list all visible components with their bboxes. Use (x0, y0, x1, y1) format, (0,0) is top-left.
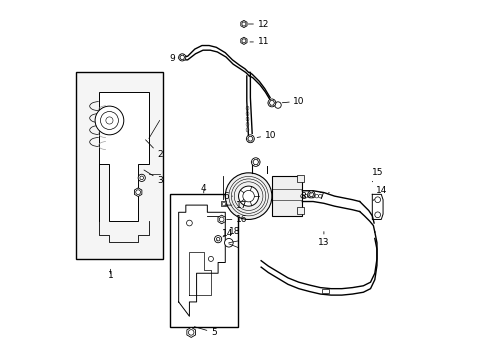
Circle shape (179, 54, 186, 61)
Circle shape (224, 238, 233, 247)
Circle shape (243, 190, 254, 202)
Circle shape (275, 102, 281, 108)
Text: 4: 4 (201, 184, 207, 193)
Circle shape (95, 106, 124, 135)
Polygon shape (241, 21, 247, 28)
Circle shape (270, 100, 274, 105)
Circle shape (242, 22, 246, 26)
Circle shape (309, 192, 314, 197)
Circle shape (215, 235, 221, 243)
Circle shape (220, 217, 224, 222)
Bar (221, 202, 225, 205)
Circle shape (246, 135, 254, 143)
Text: 16: 16 (227, 215, 247, 224)
Text: 10: 10 (257, 131, 276, 140)
Text: 6: 6 (223, 192, 232, 201)
Circle shape (106, 117, 113, 124)
Bar (170, 194, 238, 327)
Circle shape (100, 112, 119, 130)
Polygon shape (187, 327, 196, 337)
Circle shape (187, 220, 192, 226)
Polygon shape (218, 215, 225, 224)
Text: 18: 18 (223, 228, 241, 237)
Circle shape (180, 55, 184, 59)
Text: 14: 14 (373, 186, 387, 201)
Circle shape (138, 174, 146, 181)
Text: 7: 7 (318, 192, 329, 201)
Polygon shape (241, 37, 247, 44)
Bar (297, 175, 304, 182)
Polygon shape (134, 188, 142, 197)
Circle shape (375, 212, 381, 218)
Circle shape (375, 197, 381, 203)
Circle shape (208, 256, 214, 261)
Circle shape (225, 173, 272, 220)
Circle shape (189, 330, 194, 335)
Bar (322, 289, 329, 293)
Circle shape (216, 237, 220, 241)
Circle shape (248, 136, 253, 141)
Polygon shape (98, 92, 149, 221)
Bar (297, 207, 304, 214)
Circle shape (253, 159, 258, 165)
Text: 12: 12 (248, 19, 269, 28)
Circle shape (239, 186, 259, 206)
Text: 14: 14 (218, 229, 233, 240)
Text: 9: 9 (170, 54, 179, 63)
Text: 5: 5 (195, 327, 217, 337)
Text: 2: 2 (146, 140, 163, 159)
Text: 8: 8 (300, 192, 311, 201)
Circle shape (136, 190, 141, 194)
Text: 13: 13 (318, 231, 330, 247)
Circle shape (251, 158, 260, 166)
Text: 10: 10 (282, 96, 305, 105)
Text: 1: 1 (108, 269, 113, 279)
Circle shape (268, 99, 276, 107)
Bar (272, 176, 302, 216)
Text: 15: 15 (372, 168, 384, 182)
Circle shape (308, 191, 315, 198)
Text: 11: 11 (250, 37, 269, 46)
Text: 3: 3 (144, 170, 163, 185)
Circle shape (242, 39, 246, 43)
Text: 17: 17 (225, 201, 247, 210)
Bar (76, 72, 163, 259)
Circle shape (140, 176, 144, 180)
Bar (220, 201, 226, 206)
